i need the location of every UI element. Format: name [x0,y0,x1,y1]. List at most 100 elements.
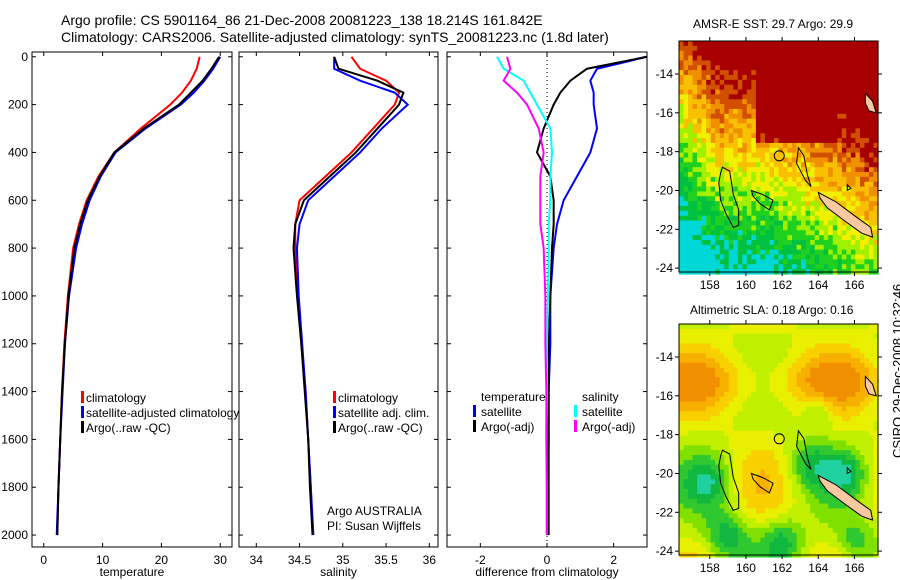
heat-cell [746,401,752,408]
heat-cell [783,532,789,539]
heat-cell [796,367,802,374]
heat-cell [769,230,775,236]
heat-cell [692,377,698,383]
heat-cell [814,489,820,495]
heat-cell [837,469,843,476]
heat-cell [737,416,743,422]
heat-cell [728,254,734,260]
heat-cell [764,547,771,553]
heat-cell [787,333,793,340]
heat-cell [755,430,762,437]
heat-cell [706,445,712,451]
heat-cell [710,74,716,81]
heat-cell [819,65,825,71]
heat-cell [778,152,784,159]
heat-cell [683,362,689,369]
heat-cell [760,104,766,110]
heat-cell [724,518,730,524]
heat-cell [715,206,721,212]
heat-cell [864,201,870,207]
heat-cell [710,338,716,345]
heat-cell [823,235,829,241]
heat-cell [733,70,739,76]
heat-cell [778,235,784,241]
heat-cell [697,50,703,57]
heat-cell [801,406,807,412]
heat-cell [778,74,784,81]
heat-cell [724,479,730,485]
heat-cell [733,324,739,330]
legend-swatch [333,421,336,433]
heat-cell [873,128,879,134]
heat-cell [796,50,802,57]
heat-cell [846,489,852,495]
heat-cell [783,357,789,364]
heat-cell [823,459,829,466]
heat-cell [710,430,716,437]
heat-cell [742,489,748,495]
heat-cell [697,348,703,354]
heat-cell [841,522,847,529]
heat-cell [683,343,689,349]
heat-cell [728,45,734,52]
heat-cell [728,338,734,345]
heat-cell [855,416,861,422]
heat-cell [855,435,861,442]
legend-swatch [574,405,577,417]
heat-cell [710,70,716,76]
heat-cell [801,186,807,193]
heat-cell [760,167,766,173]
heat-cell [787,225,793,231]
heat-cell [832,249,838,256]
heat-cell [719,493,725,500]
heat-cell [850,104,856,110]
heat-cell [810,527,816,534]
heat-cell [828,503,834,510]
heat-cell [719,532,725,539]
heat-cell [751,362,757,369]
heat-cell [773,542,780,548]
legend-swatch [81,391,84,403]
heat-cell [719,333,725,340]
heat-cell [792,113,798,120]
heat-cell [796,128,802,134]
heat-cell [828,518,834,524]
heat-cell [719,401,725,408]
heat-cell [864,70,870,76]
heat-cell [760,123,766,129]
heat-cell [697,382,703,388]
heat-cell [733,527,739,534]
heat-cell [697,406,703,412]
heat-cell [841,367,847,374]
heat-cell [787,172,793,178]
heat-cell [792,215,798,222]
heat-cell [792,377,798,383]
heat-cell [706,118,712,125]
heat-cell [715,94,721,100]
heat-cell [778,128,784,134]
heat-cell [837,522,843,529]
heat-cell [792,176,798,183]
heat-cell [742,55,748,62]
heat-cell [859,498,866,505]
heat-cell [710,435,716,442]
heat-cell [706,142,712,149]
heat-cell [819,157,825,163]
heat-cell [719,377,725,383]
heat-cell [783,425,789,432]
heat-cell [719,176,725,183]
heat-cell [742,527,748,534]
heat-cell [737,357,743,364]
heat-cell [814,328,820,335]
heat-cell [773,94,780,100]
heat-cell [832,128,838,134]
heat-cell [814,498,820,505]
heat-cell [787,99,793,105]
heat-cell [715,181,721,188]
heat-cell [737,108,743,115]
heat-cell [742,372,748,378]
heat-cell [769,157,775,163]
heat-cell [773,230,780,236]
heat-cell [746,450,752,456]
